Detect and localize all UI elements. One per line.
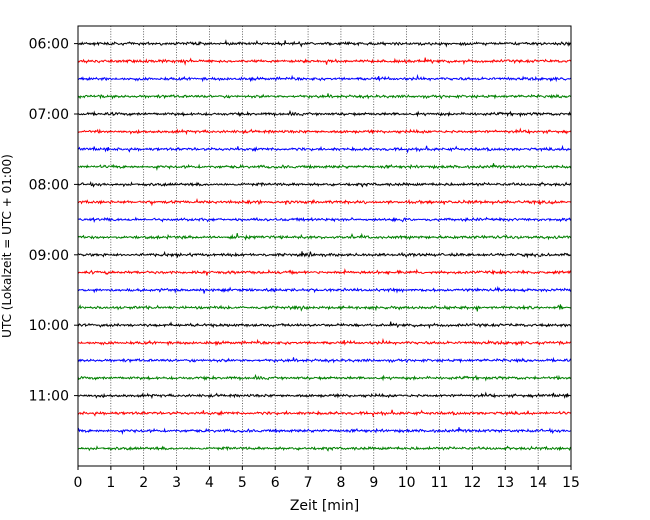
trace-0815 — [77, 197, 572, 207]
y-tick-label: 10:00 — [29, 318, 69, 334]
plot-frame — [77, 25, 572, 467]
trace-0730 — [77, 144, 572, 154]
trace-0800 — [77, 181, 572, 188]
trace-1000 — [77, 321, 572, 330]
grid-lines — [110, 26, 539, 466]
trace-1045 — [77, 373, 572, 382]
trace-1115 — [77, 409, 572, 418]
trace-0600 — [77, 39, 571, 48]
trace-0945 — [77, 304, 572, 312]
x-tick-label: 10 — [398, 475, 416, 491]
x-tick-label: 6 — [271, 475, 280, 491]
trace-0830 — [77, 216, 572, 224]
trace-0900 — [77, 250, 572, 259]
y-tick-label: 08:00 — [29, 177, 69, 193]
x-tick-label: 9 — [369, 475, 378, 491]
trace-1015 — [77, 337, 572, 347]
x-tick-label: 11 — [431, 475, 449, 491]
x-tick-label: 13 — [496, 475, 514, 491]
trace-1030 — [77, 356, 572, 364]
y-axis-label: UTC (Lokalzeit = UTC + 01:00) — [0, 154, 14, 338]
trace-0715 — [77, 127, 572, 136]
trace-1145 — [77, 445, 572, 452]
trace-0700 — [77, 109, 572, 118]
x-tick-label: 15 — [562, 475, 580, 491]
trace-1100 — [77, 391, 572, 400]
x-axis-label: Zeit [min] — [290, 498, 359, 514]
x-axis-ticks: 0 1 2 3 4 5 6 7 8 9 10 11 12 13 14 15 — [74, 466, 580, 491]
x-tick-label: 3 — [172, 475, 181, 491]
x-tick-label: 4 — [205, 475, 214, 491]
trace-0915 — [77, 267, 572, 276]
trace-0845 — [77, 232, 572, 241]
y-tick-label: 06:00 — [29, 37, 69, 53]
x-tick-label: 2 — [139, 475, 148, 491]
y-tick-label: 11:00 — [29, 389, 69, 405]
trace-0930 — [77, 285, 572, 294]
trace-1130 — [77, 427, 572, 436]
trace-0645 — [77, 93, 572, 100]
trace-0615 — [77, 57, 572, 66]
x-tick-label: 1 — [106, 475, 115, 491]
x-tick-label: 8 — [336, 475, 345, 491]
x-tick-label: 0 — [74, 475, 83, 491]
trace-0745 — [78, 163, 572, 172]
y-axis-ticks: 06:00 07:00 08:00 09:00 10:00 11:00 — [29, 37, 78, 405]
trace-0630 — [77, 73, 572, 83]
x-tick-label: 12 — [463, 475, 481, 491]
seismogram-traces — [77, 39, 572, 452]
x-tick-label: 5 — [238, 475, 247, 491]
y-tick-label: 09:00 — [29, 248, 69, 264]
x-tick-label: 14 — [529, 475, 547, 491]
y-tick-label: 07:00 — [29, 107, 69, 123]
x-tick-label: 7 — [304, 475, 313, 491]
